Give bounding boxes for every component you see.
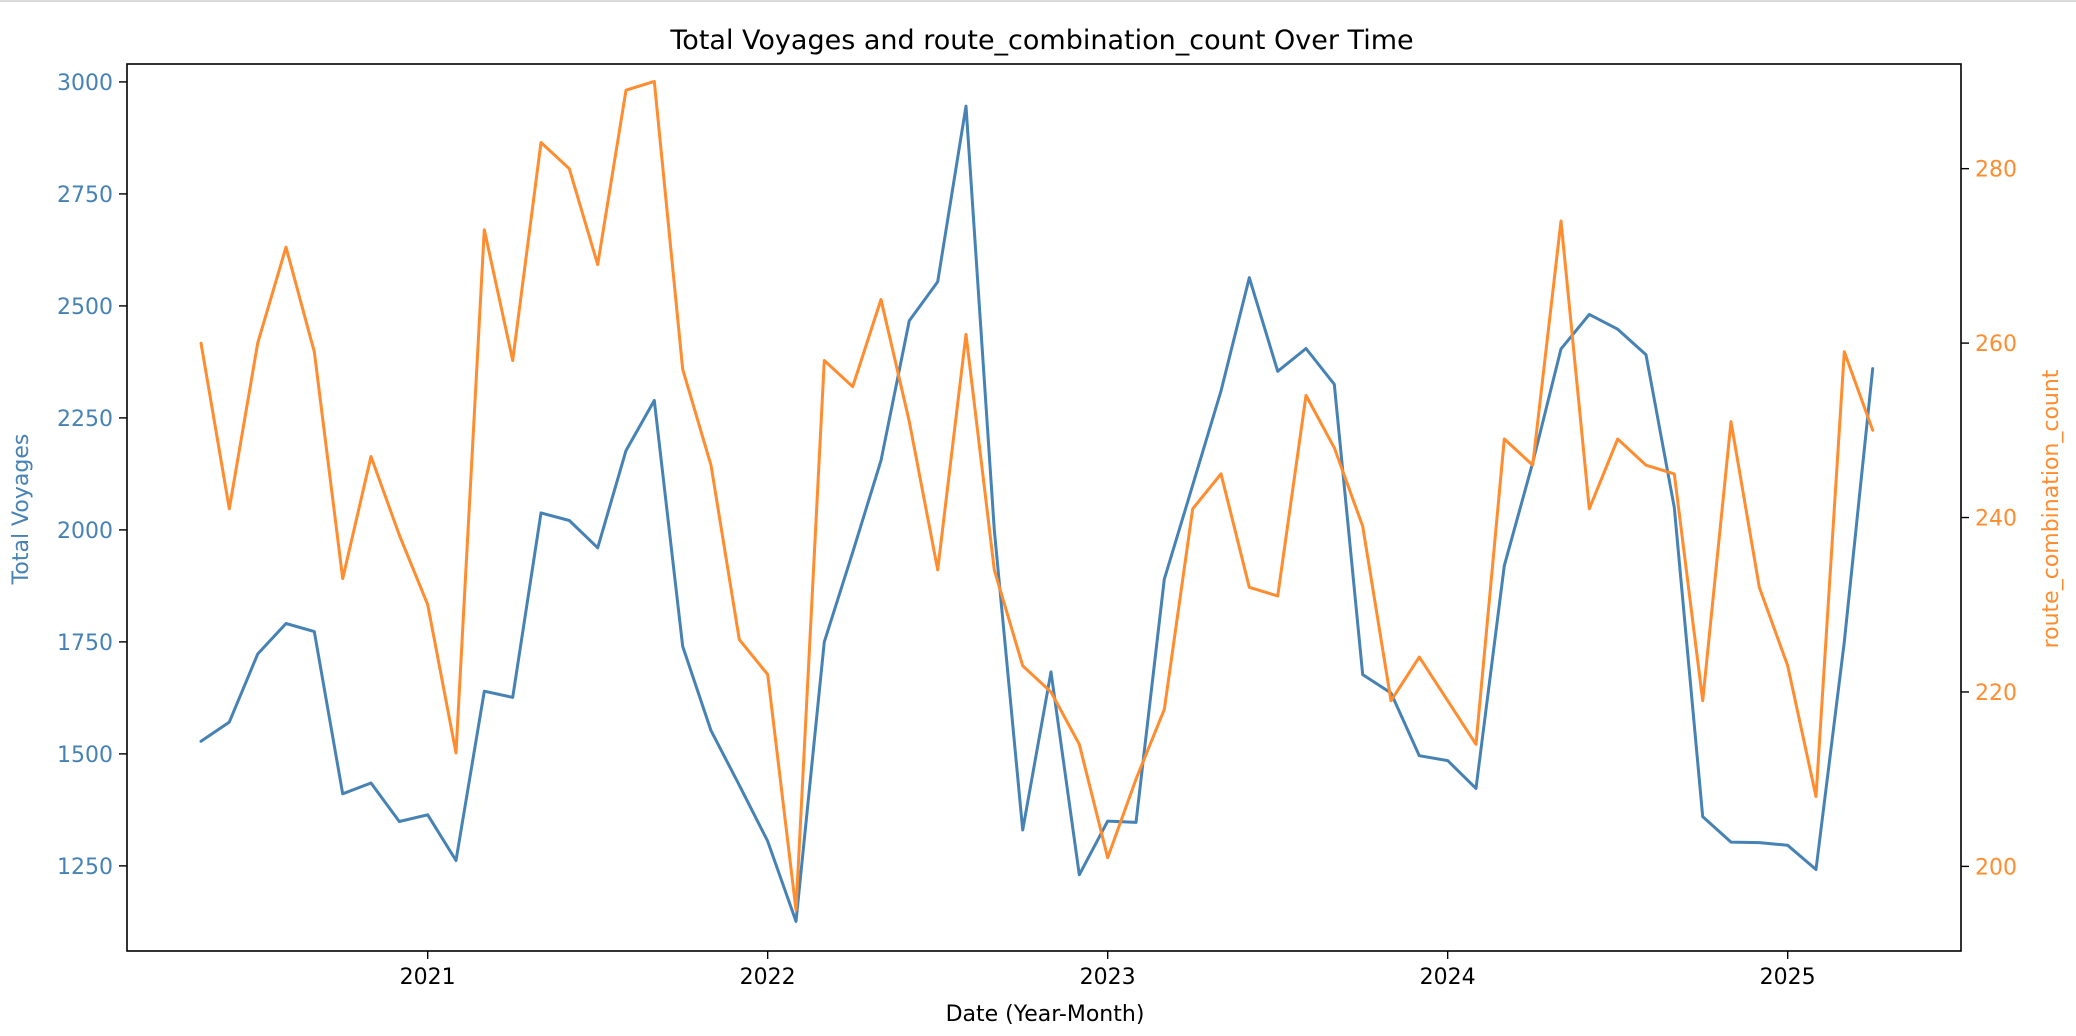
series-line-route-combination-count [199,79,1875,912]
chart-title: Total Voyages and route_combination_coun… [669,25,1413,56]
left-y-axis-label: Total Voyages [9,434,34,586]
x-axis: 2021 2022 2023 2024 2025 [400,951,1816,990]
left-y-tick-label: 1750 [57,631,113,656]
left-y-tick-label: 3000 [57,71,113,96]
x-tick-label: 2021 [400,965,456,990]
x-tick-label: 2024 [1420,965,1476,990]
left-y-tick-label: 2250 [57,407,113,432]
series-line-total-voyages [199,104,1875,923]
right-y-tick-label: 280 [1975,158,2017,183]
plot-area [126,63,1962,952]
window-top-border [0,0,2076,2]
right-y-axis: 200 220 240 260 280 [1961,158,2017,880]
x-tick-label: 2025 [1760,965,1816,990]
left-y-tick-label: 1500 [57,743,113,768]
left-y-tick-label: 1250 [57,855,113,880]
right-y-axis-label: route_combination_count [2039,369,2064,648]
x-axis-label: Date (Year-Month) [946,1002,1145,1027]
right-y-tick-label: 200 [1975,855,2017,880]
x-tick-label: 2023 [1080,965,1136,990]
right-y-tick-label: 220 [1975,681,2017,706]
left-y-tick-label: 2500 [57,295,113,320]
left-y-axis: 1250 1500 1750 2000 2250 2500 2750 3000 [57,71,127,880]
left-y-tick-label: 2000 [57,519,113,544]
left-y-tick-label: 2750 [57,183,113,208]
plot-frame [126,63,1962,952]
right-y-tick-label: 240 [1975,507,2017,532]
x-tick-label: 2022 [740,965,796,990]
right-y-tick-label: 260 [1975,332,2017,357]
